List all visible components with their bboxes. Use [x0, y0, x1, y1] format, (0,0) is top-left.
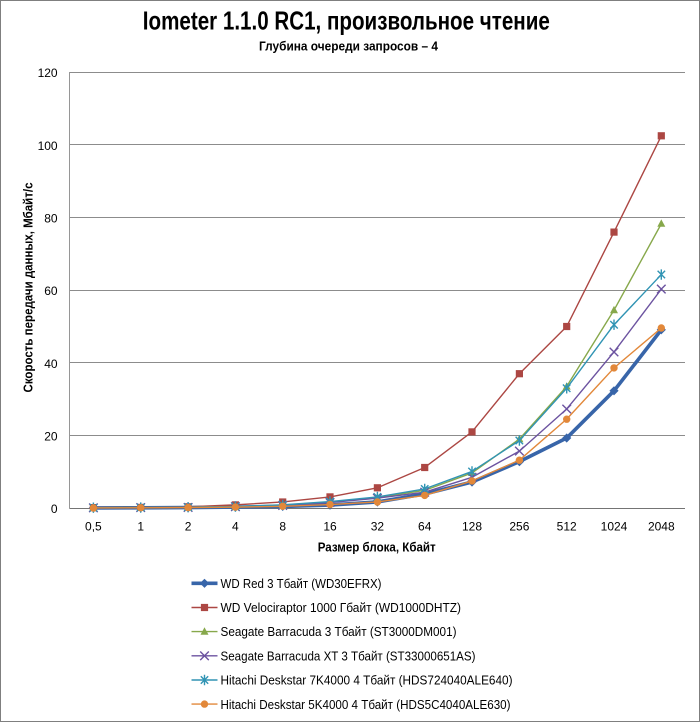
svg-text:1024: 1024 — [601, 520, 628, 534]
svg-text:Hitachi Deskstar 7K4000 4 Тбай: Hitachi Deskstar 7K4000 4 Тбайт (HDS7240… — [221, 673, 513, 688]
svg-text:80: 80 — [44, 212, 58, 226]
svg-text:WD Red 3 Тбайт (WD30EFRX): WD Red 3 Тбайт (WD30EFRX) — [221, 576, 382, 591]
svg-text:Iometer 1.1.0 RC1, произвольно: Iometer 1.1.0 RC1, произвольное чтение — [143, 6, 550, 36]
svg-text:32: 32 — [371, 520, 385, 534]
svg-text:Размер блока, Кбайт: Размер блока, Кбайт — [318, 540, 436, 554]
svg-text:512: 512 — [557, 520, 577, 534]
svg-text:1: 1 — [137, 520, 144, 534]
svg-text:40: 40 — [44, 357, 58, 371]
svg-text:Глубина очереди запросов – 4: Глубина очереди запросов – 4 — [259, 39, 439, 54]
svg-text:0,5: 0,5 — [85, 520, 102, 534]
svg-text:128: 128 — [462, 520, 482, 534]
svg-text:0: 0 — [51, 502, 58, 516]
svg-text:Seagate Barracuda XT 3 Тбайт (: Seagate Barracuda XT 3 Тбайт (ST33000651… — [221, 648, 476, 663]
svg-text:WD Velociraptor 1000 Гбайт (WD: WD Velociraptor 1000 Гбайт (WD1000DHTZ) — [221, 600, 462, 615]
svg-text:256: 256 — [509, 520, 529, 534]
svg-text:60: 60 — [44, 284, 58, 298]
svg-text:20: 20 — [44, 430, 58, 444]
svg-text:4: 4 — [232, 520, 239, 534]
svg-text:8: 8 — [279, 520, 286, 534]
svg-text:2048: 2048 — [648, 520, 675, 534]
svg-text:100: 100 — [38, 139, 58, 153]
svg-text:Seagate Barracuda 3 Тбайт (ST3: Seagate Barracuda 3 Тбайт (ST3000DM001) — [221, 624, 457, 639]
svg-text:16: 16 — [323, 520, 337, 534]
svg-text:120: 120 — [38, 66, 58, 80]
svg-text:2: 2 — [185, 520, 192, 534]
svg-text:Скорость передачи данных, Мба: Скорость передачи данных, Мбайт/с — [22, 182, 36, 392]
svg-text:64: 64 — [418, 520, 432, 534]
svg-text:Hitachi Deskstar 5K4000 4 Тбай: Hitachi Deskstar 5K4000 4 Тбайт (HDS5C40… — [221, 697, 511, 712]
